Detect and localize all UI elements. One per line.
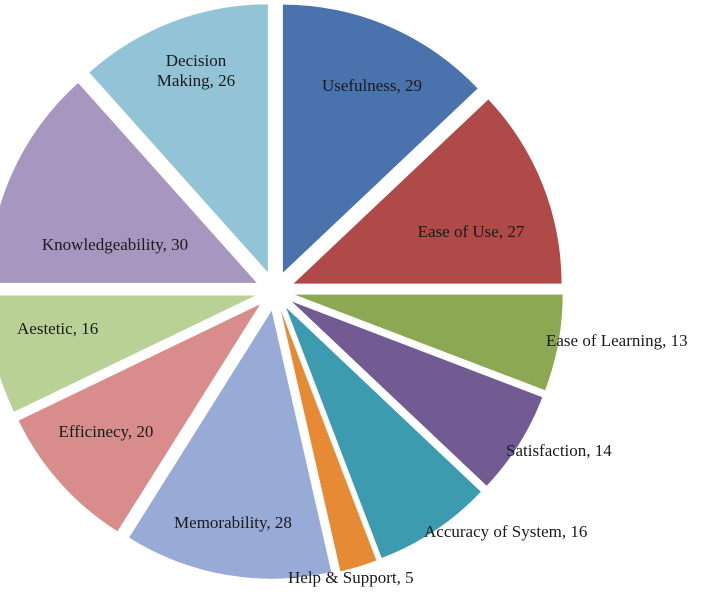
data-label-accuracy-of-system: Accuracy of System, 16: [424, 522, 587, 541]
data-label-ease-of-learning: Ease of Learning, 13: [546, 331, 688, 350]
data-label-ease-of-use: Ease of Use, 27: [418, 222, 525, 241]
pie-slice-memorability: [129, 310, 332, 579]
pie-slice-ease-of-learning: [294, 294, 563, 391]
pie-slice-knowledgeability: [0, 83, 257, 283]
pie-slice-satisfaction: [291, 301, 543, 486]
data-label-satisfaction: Satisfaction, 14: [506, 441, 612, 460]
data-label-memorability: Memorability, 28: [174, 513, 292, 532]
data-label-knowledgeability: Knowledgeability, 30: [42, 235, 188, 254]
pie-slice-help-support: [280, 310, 377, 572]
data-label-usefulness: Usefulness, 29: [322, 76, 422, 95]
pie-slice-decision-making: [89, 4, 268, 273]
labels-group: Usefulness, 29 Ease of Use, 27 Ease of Lea…: [17, 51, 688, 587]
data-label-help-support: Help & Support, 5: [288, 568, 414, 587]
slices-group: [0, 4, 563, 579]
pie-slice-ease-of-use: [293, 99, 562, 284]
pie-slice-accuracy-of-system: [286, 307, 481, 559]
data-label-aestetic: Aestetic, 16: [17, 319, 98, 338]
pie-slice-aestetic: [0, 295, 256, 412]
pie-slice-usefulness: [282, 4, 478, 273]
pie-slice-efficinecy: [18, 304, 261, 532]
data-label-decision-making: Decision Making, 26: [157, 51, 235, 90]
data-label-efficinecy: Efficinecy, 20: [59, 422, 154, 441]
